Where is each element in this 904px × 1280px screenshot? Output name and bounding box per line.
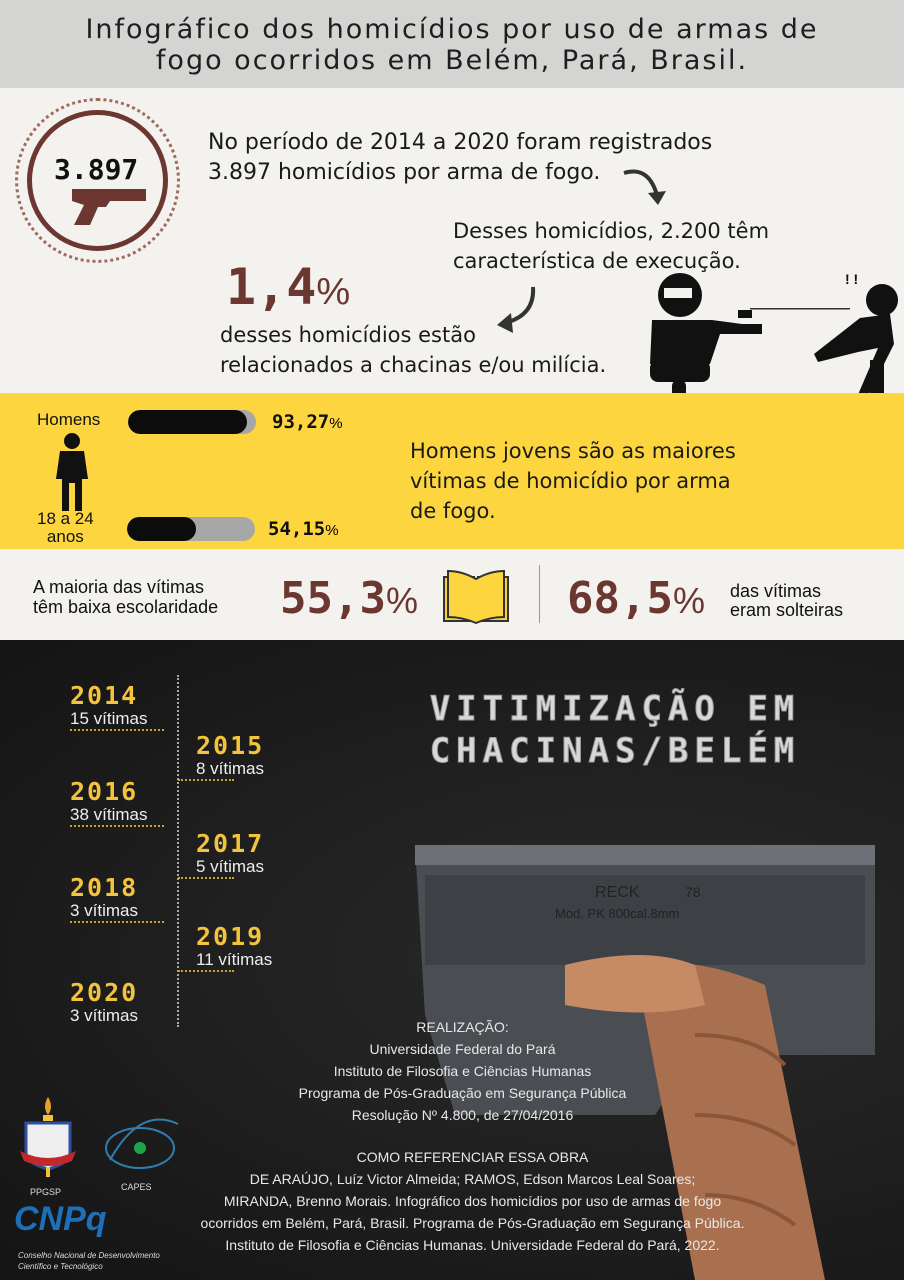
timeline-victims: 11 vítimas	[196, 950, 273, 969]
credit-line: Programa de Pós-Graduação em Segurança P…	[298, 1085, 627, 1101]
timeline-victims: 3 vítimas	[70, 901, 139, 920]
timeline-item: 2018 3 vítimas	[70, 875, 164, 923]
timeline-item: 2014 15 vítimas	[70, 683, 164, 731]
capes-label: CAPES	[121, 1182, 152, 1192]
man-icon	[56, 433, 88, 511]
chacinas-unit: %	[316, 271, 351, 313]
education-line-2: têm baixa escolaridade	[33, 597, 219, 617]
timeline-victims: 8 vítimas	[196, 759, 265, 778]
timeline-year: 2015	[196, 731, 265, 760]
timeline-year: 2018	[70, 873, 139, 902]
chacinas-stat: 1,4%	[226, 258, 350, 316]
title-banner: Infográfico dos homicídios por uso de ar…	[0, 0, 904, 88]
pistol-icon	[72, 189, 146, 225]
capes-logo	[105, 1118, 179, 1169]
chacinas-line-2: relacionados a chacinas e/ou milícia.	[220, 353, 607, 377]
ufpa-logo	[20, 1097, 76, 1177]
timeline-year: 2020	[70, 978, 139, 1007]
marital-line-2: eram solteiras	[730, 600, 844, 620]
curved-arrow-icon	[497, 286, 536, 333]
section-title-line-1: VITIMIZAÇÃO EM	[429, 689, 801, 730]
chacinas-value: 1,4	[226, 258, 317, 316]
ppgsp-label: PPGSP	[30, 1187, 62, 1197]
cnpq-subtitle: Científico e Tecnológico	[18, 1262, 103, 1271]
timeline-connector	[178, 779, 234, 781]
reference-heading: COMO REFERENCIAR ESSA OBRA	[356, 1149, 589, 1165]
reference-line: MIRANDA, Brenno Morais. Infográfico dos …	[223, 1193, 722, 1209]
execution-line-1: Desses homicídios, 2.200 têm	[453, 219, 770, 243]
title-line-1: Infográfico dos homicídios por uso de ar…	[85, 14, 819, 45]
section-title: VITIMIZAÇÃO EM CHACINAS/BELÉM	[400, 688, 830, 772]
timeline-item: 2017 5 vítimas	[178, 829, 265, 879]
gender-percent: 93,27%	[272, 411, 343, 433]
chacinas-line-1: desses homicídios estão	[220, 323, 476, 347]
handgun-photo: RECK 78 Mod. PK 800cal.8mm	[415, 845, 875, 1280]
reference: COMO REFERENCIAR ESSA OBRA DE ARAÚJO, Lu…	[160, 1146, 785, 1256]
timeline-year: 2014	[70, 681, 139, 710]
reference-line: DE ARAÚJO, Luíz Victor Almeida; RAMOS, E…	[249, 1171, 696, 1187]
timeline-year: 2017	[196, 829, 265, 858]
age-progress-bar	[127, 517, 255, 541]
svg-text:! !: ! !	[845, 271, 858, 287]
total-value: 3.897	[54, 153, 139, 186]
young-men-line-1: Homens jovens são as maiores	[410, 439, 736, 463]
gun-engraving: RECK	[595, 884, 640, 901]
svg-text:Mod. PK 800cal.8mm: Mod. PK 800cal.8mm	[555, 906, 679, 921]
credits-heading: REALIZAÇÃO:	[416, 1019, 509, 1035]
age-percent: 54,15%	[268, 518, 339, 540]
curved-arrow-icon	[623, 169, 666, 205]
credit-line: Resolução Nº 4.800, de 27/04/2016	[351, 1107, 574, 1123]
marital-line-1: das vítimas	[730, 581, 822, 601]
divider	[539, 565, 540, 623]
gender-label: Homens	[37, 410, 101, 429]
age-label-1: 18 a 24	[37, 509, 94, 528]
timeline-item: 2015 8 vítimas	[178, 731, 265, 781]
timeline-item: 2016 38 vítimas	[70, 779, 164, 827]
timeline-victims: 5 vítimas	[196, 857, 265, 876]
execution-line-2: característica de execução.	[453, 249, 741, 273]
credit-line: Universidade Federal do Pará	[369, 1041, 556, 1057]
timeline-victims: 3 vítimas	[70, 1006, 139, 1025]
timeline-item: 2019 11 vítimas	[178, 922, 273, 972]
intro-line-2: 3.897 homicídios por arma de fogo.	[208, 160, 601, 185]
young-men-line-2: vítimas de homicídio por arma	[410, 469, 731, 493]
reference-line: Instituto de Filosofia e Ciências Humana…	[225, 1237, 720, 1253]
timeline-year: 2016	[70, 777, 139, 806]
gender-progress-bar	[128, 410, 256, 434]
intro-line-1: No período de 2014 a 2020 foram registra…	[208, 130, 713, 155]
timeline-connector	[178, 970, 234, 972]
book-icon	[443, 569, 509, 625]
timeline-connector	[70, 921, 164, 923]
section-title-line-2: CHACINAS/BELÉM	[429, 731, 801, 772]
timeline-axis	[177, 675, 179, 1027]
timeline-victims: 38 vítimas	[70, 805, 148, 824]
title-line-2: fogo ocorridos em Belém, Pará, Brasil.	[155, 45, 749, 76]
timeline-connector	[70, 825, 164, 827]
timeline-connector	[178, 877, 234, 879]
reference-line: ocorridos em Belém, Pará, Brasil. Progra…	[200, 1215, 745, 1231]
credit-line: Instituto de Filosofia e Ciências Humana…	[333, 1063, 592, 1079]
timeline-year: 2019	[196, 922, 265, 951]
timeline-item: 2020 3 vítimas	[70, 980, 138, 1026]
credits: REALIZAÇÃO: Universidade Federal do Pará…	[250, 1016, 675, 1126]
education-line-1: A maioria das vítimas	[33, 577, 205, 597]
timeline-connector	[70, 729, 164, 731]
svg-text:78: 78	[685, 884, 701, 900]
young-men-line-3: de fogo.	[410, 499, 496, 523]
cnpq-logo: CNPq	[14, 1200, 107, 1238]
timeline-victims: 15 vítimas	[70, 709, 148, 728]
age-label-2: anos	[46, 527, 84, 546]
total-badge: 3.897	[15, 98, 180, 263]
marital-value: 68,5	[567, 573, 673, 624]
education-value: 55,3	[280, 573, 386, 624]
cnpq-subtitle: Conselho Nacional de Desenvolvimento	[18, 1251, 160, 1260]
